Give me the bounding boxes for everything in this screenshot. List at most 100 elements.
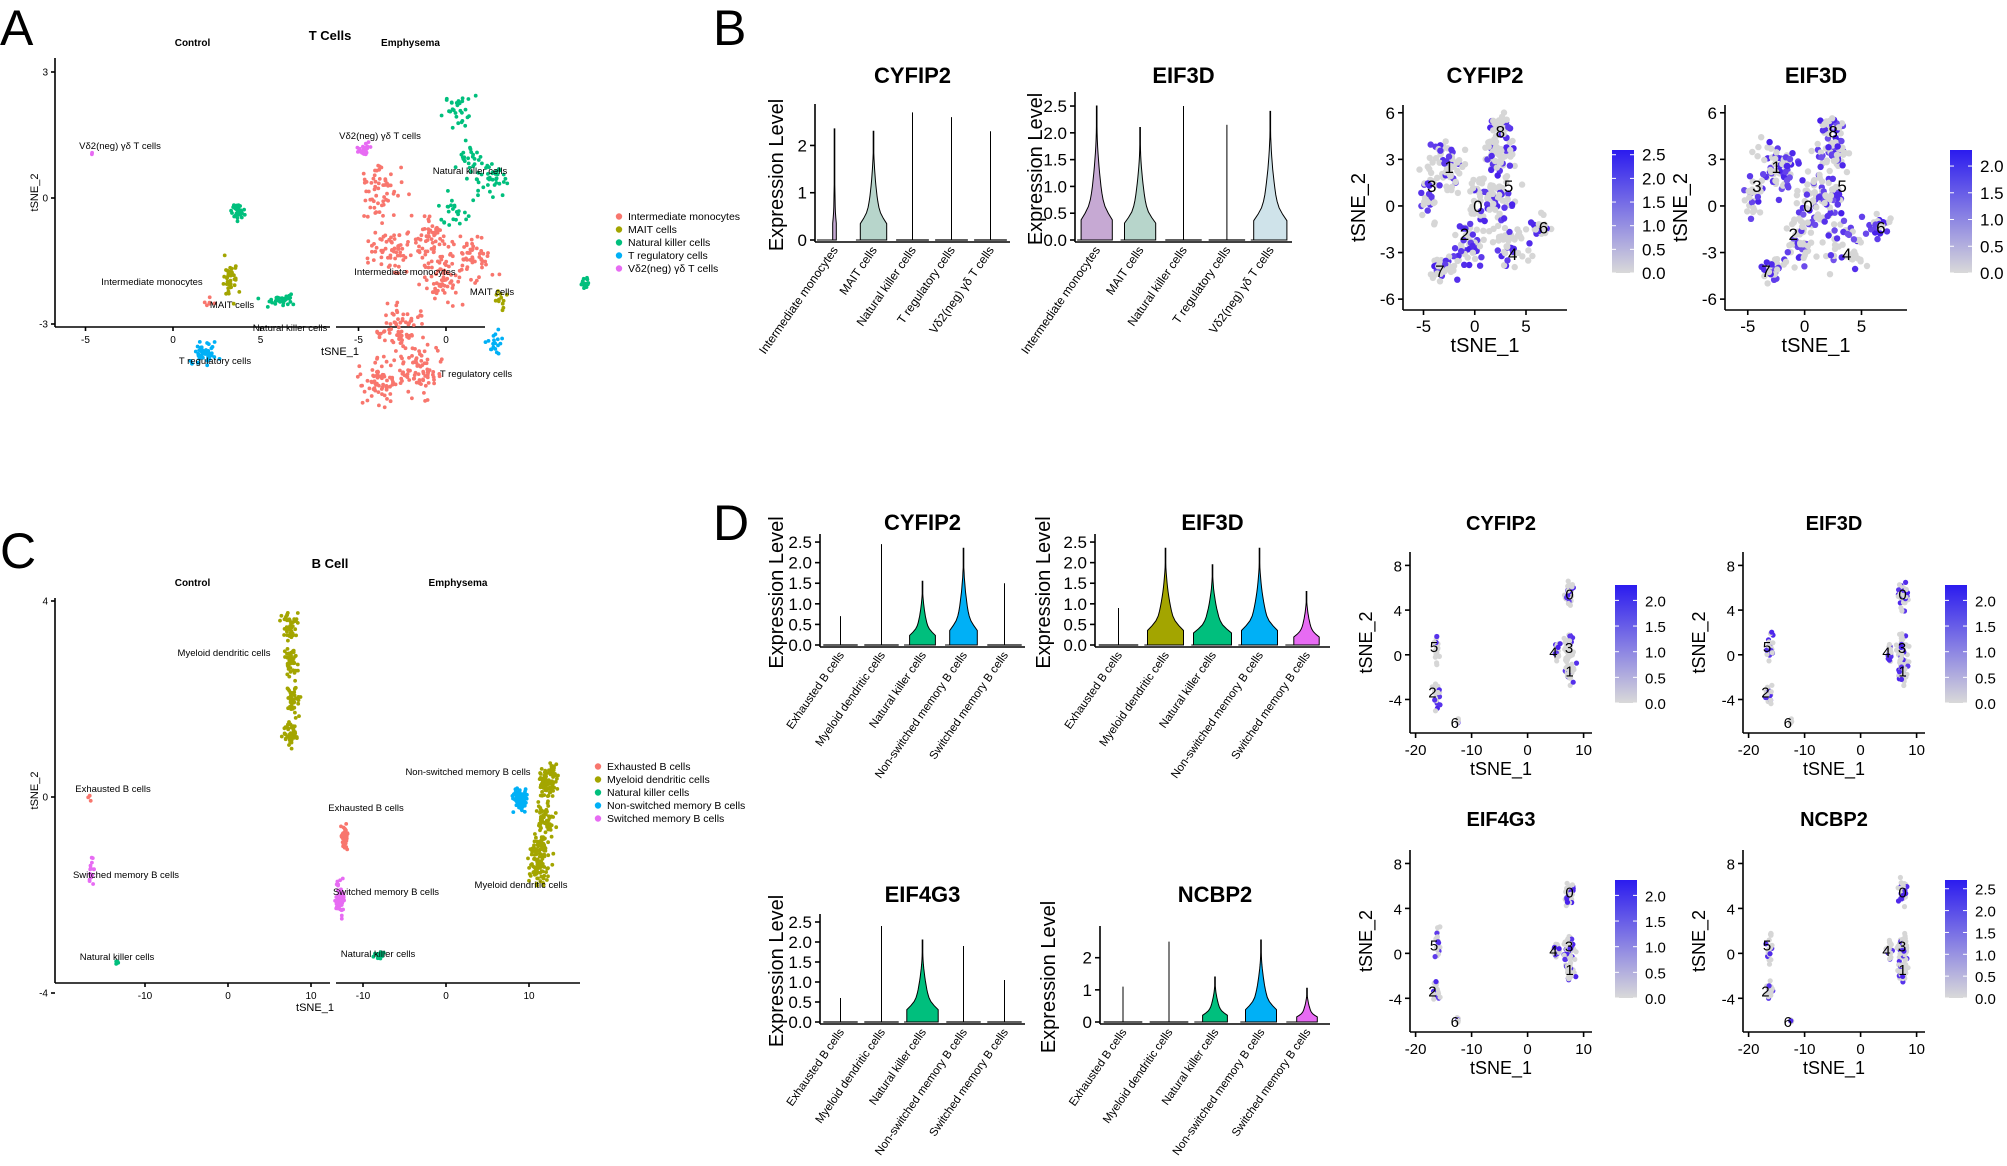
cell-point — [1567, 955, 1573, 961]
cell-point — [1490, 127, 1497, 134]
cell-point — [422, 275, 427, 280]
x-tick-label: 0 — [225, 991, 231, 1002]
cell-point — [341, 907, 345, 912]
cell-point — [476, 193, 480, 198]
cell-point — [1791, 264, 1798, 271]
cluster-label: Vδ2(neg) γδ T cells — [79, 141, 161, 152]
cell-point — [399, 165, 403, 170]
cell-point — [491, 195, 495, 200]
cell-point — [286, 726, 290, 731]
cell-point — [380, 392, 384, 396]
cell-point — [480, 261, 484, 266]
cell-point — [195, 344, 200, 349]
cell-point — [1808, 147, 1815, 155]
cell-point — [422, 214, 427, 219]
x-tick-label: 10 — [1575, 742, 1592, 759]
cell-point — [379, 255, 384, 260]
y-tick-label: 1.0 — [788, 973, 812, 992]
cell-point — [193, 349, 198, 354]
cell-point — [1500, 215, 1508, 222]
cell-point — [1551, 944, 1558, 951]
cell-point — [421, 377, 425, 382]
cell-point — [376, 181, 381, 186]
cell-point — [282, 726, 287, 731]
cell-point — [379, 237, 384, 242]
cell-point — [384, 321, 389, 325]
cell-point — [387, 331, 392, 335]
cell-point — [1526, 240, 1533, 247]
cell-point — [584, 284, 588, 289]
cell-point — [1470, 176, 1477, 184]
color-scale-bar — [1945, 585, 1967, 703]
cell-point — [1754, 193, 1762, 201]
cell-point — [398, 250, 403, 255]
cell-point — [1506, 162, 1514, 169]
cell-point — [385, 378, 389, 383]
cell-point — [534, 857, 538, 862]
cell-point — [404, 269, 409, 274]
cell-point — [551, 851, 556, 856]
cell-point — [1885, 948, 1891, 954]
cell-point — [534, 881, 539, 886]
cell-point — [546, 778, 551, 782]
cell-point — [584, 281, 589, 286]
cell-point — [233, 278, 238, 282]
cell-point — [540, 790, 544, 794]
cell-point — [483, 259, 488, 264]
cell-point — [1826, 167, 1833, 175]
cell-point — [1785, 184, 1792, 191]
cell-point — [421, 335, 425, 340]
cell-point — [425, 249, 430, 254]
cell-point — [484, 262, 488, 267]
violin-mark — [855, 130, 888, 241]
cell-point — [494, 292, 499, 297]
cell-point — [393, 263, 397, 268]
cell-point — [420, 246, 425, 251]
cluster-number: 1 — [1898, 663, 1906, 680]
cell-point — [476, 158, 481, 162]
cell-point — [1427, 141, 1434, 148]
cell-point — [368, 205, 373, 210]
cell-point — [486, 251, 490, 255]
cell-point — [1564, 594, 1570, 601]
cell-point — [388, 263, 392, 268]
cluster-number: 7 — [1761, 262, 1770, 281]
plot-title: NCBP2 — [1800, 809, 1868, 831]
x-category-label: Switched memory B cells — [1230, 1027, 1314, 1139]
cell-point — [1842, 149, 1849, 157]
cell-point — [1481, 217, 1488, 225]
cell-point — [196, 351, 201, 356]
cell-point — [439, 113, 444, 118]
cell-point — [396, 264, 401, 269]
cell-point — [1459, 163, 1466, 170]
cell-point — [1801, 263, 1808, 270]
cell-point — [1478, 254, 1485, 261]
cell-point — [420, 255, 425, 260]
cell-point — [265, 305, 270, 309]
cell-point — [1424, 180, 1432, 187]
cell-point — [438, 236, 442, 241]
cell-point — [1570, 679, 1576, 685]
y-tick-label: 1.0 — [788, 595, 812, 614]
cell-point — [380, 372, 385, 377]
cell-point — [207, 295, 212, 300]
scale-tick-label: 0.0 — [1980, 264, 2004, 283]
cell-point — [380, 954, 385, 958]
scale-tick-label: 2.5 — [1975, 882, 1996, 899]
plot-title: CYFIP2 — [874, 63, 951, 88]
cell-point — [1858, 213, 1866, 220]
cell-point — [1897, 874, 1903, 881]
cell-point — [505, 292, 509, 297]
cell-point — [370, 249, 374, 254]
cell-point — [413, 370, 418, 375]
cell-point — [1873, 210, 1880, 218]
cell-point — [377, 383, 381, 388]
cell-point — [542, 848, 547, 853]
y-tick-label: 0.5 — [1063, 615, 1087, 634]
cell-point — [391, 340, 396, 345]
cell-point — [291, 730, 296, 735]
cell-point — [460, 99, 465, 104]
cell-point — [1849, 256, 1856, 263]
cell-point — [555, 787, 560, 791]
cluster-number: 5 — [1763, 937, 1771, 954]
